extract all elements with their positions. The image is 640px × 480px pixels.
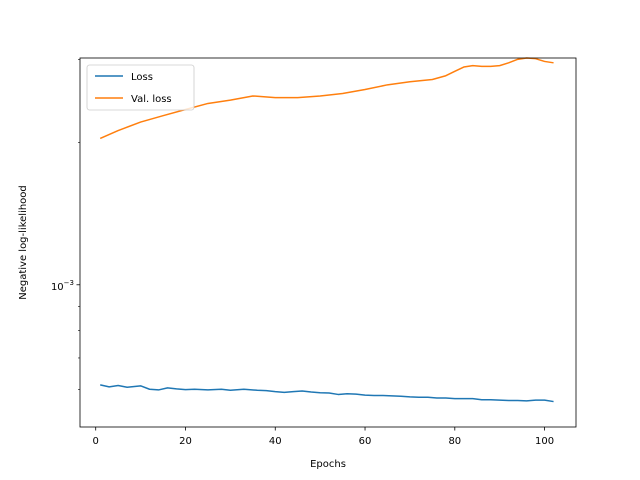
x-tick-label: 100 [535,436,554,447]
series-layer [99,57,554,403]
legend: Loss Val. loss [86,64,195,111]
series-line-0 [100,384,554,403]
y-axis-label: Negative log-likelihood [18,185,29,300]
x-axis: 0 20 40 60 80 100 [93,427,554,447]
x-tick-label: 20 [179,436,192,447]
plot-frame [79,57,577,428]
x-tick-label: 80 [448,436,461,447]
legend-label-1: Val. loss [131,94,172,105]
legend-label-0: Loss [131,72,153,83]
y-axis: 10−3 [51,59,80,390]
series-line-1 [99,57,554,140]
x-tick-label: 0 [93,436,99,447]
y-tick-label: 10−3 [51,279,74,293]
x-axis-label: Epochs [310,459,346,470]
x-tick-label: 40 [269,436,282,447]
x-tick-label: 60 [359,436,372,447]
